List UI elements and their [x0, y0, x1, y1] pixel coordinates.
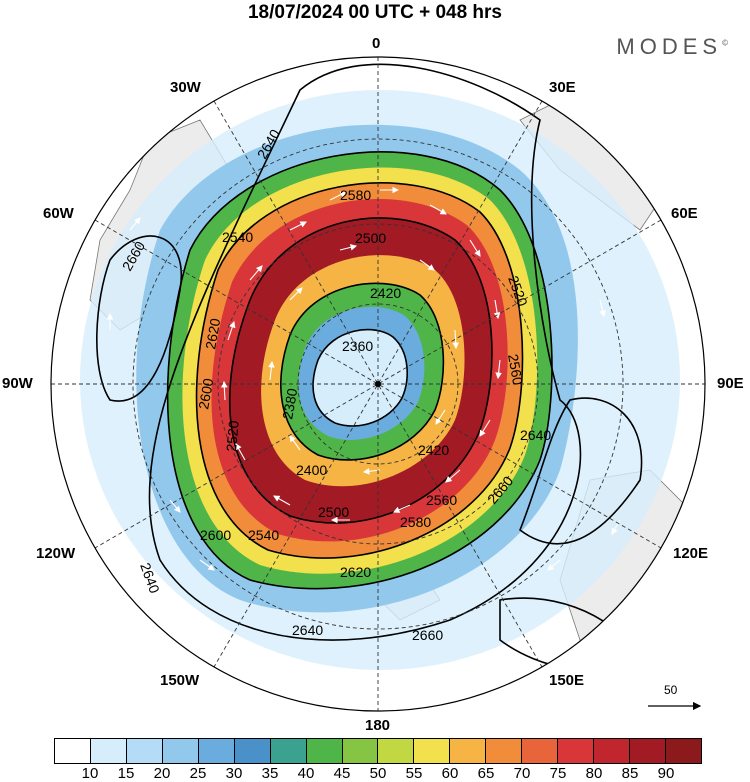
- colorbar-swatch: [126, 739, 163, 763]
- contour-label: 2500: [318, 504, 349, 520]
- lon-label-30w: 30W: [170, 79, 201, 96]
- colorbar-tick-label: 50: [369, 765, 387, 782]
- map-title: 18/07/2024 00 UTC + 048 hrs: [247, 2, 503, 23]
- contour-label: 2640: [520, 427, 551, 443]
- colorbar-tick-label: 75: [549, 765, 567, 782]
- lon-label-60e: 60E: [671, 205, 698, 222]
- lon-label-150w: 150W: [160, 672, 200, 689]
- contour-label: 2420: [370, 285, 401, 301]
- contour-label: 2620: [202, 317, 223, 351]
- contour-label: 2540: [248, 527, 279, 543]
- lon-label-0: 0: [372, 35, 381, 52]
- wind-vectors: [106, 186, 621, 571]
- colorbar-tick-label: 65: [477, 765, 495, 782]
- colorbar-tick-label: 30: [225, 765, 243, 782]
- colorbar-tick-label: 25: [189, 765, 207, 782]
- lon-label-180: 180: [365, 717, 391, 734]
- contour-label: 2520: [223, 420, 242, 453]
- lon-label-30e: 30E: [549, 79, 576, 96]
- contour-label: 2400: [296, 462, 327, 478]
- colorbar-swatch: [558, 739, 595, 763]
- colorbar-tick-label: 45: [333, 765, 351, 782]
- colorbar-swatch: [234, 739, 271, 763]
- contour-label: 2560: [505, 353, 526, 387]
- colorbar-swatch: [630, 739, 666, 763]
- colorbar-tick-label: 60: [441, 765, 459, 782]
- lon-label-90w: 90W: [2, 375, 33, 392]
- colorbar-swatch: [486, 739, 523, 763]
- colorbar-swatch: [342, 739, 379, 763]
- colorbar-swatch: [270, 739, 307, 763]
- colorbar-tick-label: 80: [585, 765, 603, 782]
- contour-label: 2600: [195, 377, 216, 411]
- colorbar-tick-label: 20: [153, 765, 171, 782]
- colorbar-tick-label: 85: [621, 765, 639, 782]
- colorbar-swatch: [306, 739, 343, 763]
- contour-label: 2660: [412, 627, 443, 643]
- colorbar-swatch: [378, 739, 415, 763]
- colorbar-tick-label: 40: [297, 765, 315, 782]
- colorbar-swatch: [522, 739, 559, 763]
- map-boundary: [50, 56, 706, 712]
- colorbar-swatch: [665, 739, 701, 763]
- colorbar-tick-label: 35: [261, 765, 279, 782]
- lon-label-150e: 150E: [549, 672, 585, 689]
- graticule: [51, 57, 705, 711]
- contour-label: 2580: [340, 187, 371, 203]
- contour-label: 2620: [340, 564, 371, 580]
- colorbar-swatch: [414, 739, 451, 763]
- colorbar-ticks: 10 15 20 25 30 35 40 45 50 55 60 65 70 75 80 85 90: [54, 765, 702, 782]
- contour-label: 2380: [279, 387, 300, 421]
- contour-label: 2540: [222, 229, 253, 245]
- pole-marker: [375, 381, 381, 387]
- brand-mark: ©: [722, 38, 728, 48]
- colorbar-swatch: [594, 739, 630, 763]
- colorbar: [54, 738, 702, 764]
- map-disk: [51, 57, 705, 711]
- brand-logo: MODES©: [616, 34, 728, 60]
- colorbar-swatch: [450, 739, 487, 763]
- lon-label-120w: 120W: [36, 545, 76, 562]
- lon-label-60w: 60W: [43, 205, 74, 222]
- colorbar-swatch: [162, 739, 199, 763]
- contour-label: 2600: [200, 527, 231, 543]
- colorbar-tick-label: 55: [405, 765, 423, 782]
- brand-text: MODES: [616, 34, 723, 59]
- vector-scale-label: 50: [664, 683, 678, 697]
- contour-label: 2360: [342, 338, 373, 354]
- contour-label: 2640: [292, 622, 323, 638]
- colorbar-tick-label: 70: [513, 765, 531, 782]
- colorbar-swatch: [55, 739, 91, 763]
- colorbar-swatch: [198, 739, 235, 763]
- contour-label: 2500: [355, 230, 386, 246]
- colorbar-tick-label: 90: [657, 765, 675, 782]
- lon-label-90e: 90E: [717, 375, 744, 392]
- contour-label: 2560: [426, 492, 457, 508]
- contour-label: 2420: [418, 442, 449, 458]
- colorbar-tick-label: 15: [117, 765, 135, 782]
- colorbar-swatch: [90, 739, 127, 763]
- lon-label-120e: 120E: [673, 545, 709, 562]
- contour-label: 2580: [400, 514, 431, 530]
- colorbar-tick-label: 10: [81, 765, 99, 782]
